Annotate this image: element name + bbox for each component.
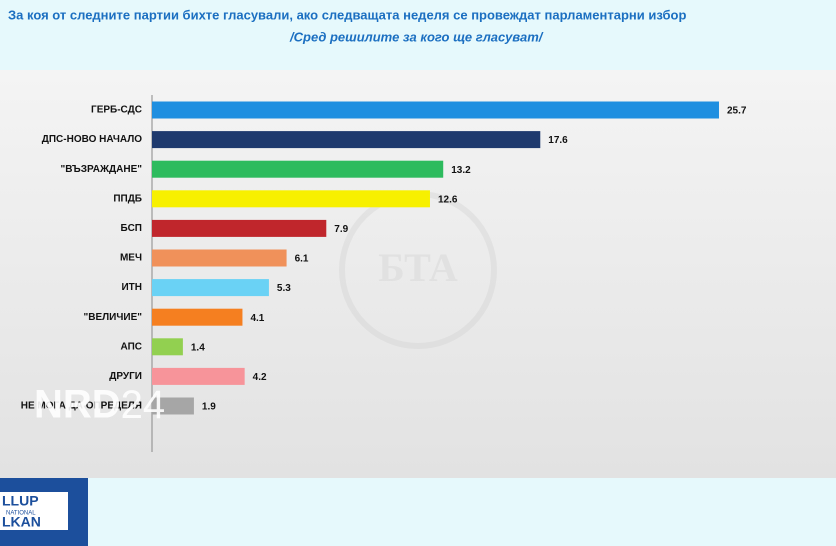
logo-box — [0, 492, 68, 530]
bar — [152, 131, 541, 149]
footer-band — [0, 478, 836, 546]
bar — [152, 160, 444, 178]
category-label: ППДБ — [113, 193, 142, 204]
bar — [152, 279, 269, 297]
bar — [152, 367, 245, 385]
value-label: 17.6 — [548, 135, 568, 146]
bar — [152, 338, 183, 356]
value-label: 5.3 — [277, 283, 291, 294]
value-label: 4.1 — [250, 313, 264, 324]
category-label: НЕ МОГА ДА ОПРЕДЕЛЯ — [21, 401, 142, 412]
logo-text: LKAN — [2, 514, 41, 530]
value-label: 6.1 — [295, 254, 309, 265]
nrd24-watermark: NRD24 — [34, 383, 165, 427]
bar — [152, 249, 287, 267]
category-label: ДРУГИ — [109, 371, 142, 382]
category-label: БСП — [121, 223, 142, 234]
value-label: 1.4 — [191, 342, 205, 353]
logo-text: LLUP — [2, 493, 39, 509]
category-label: ИТН — [121, 282, 142, 293]
svg-text:БТА: БТА — [378, 245, 458, 290]
value-label: 7.9 — [334, 224, 348, 235]
header-band — [0, 0, 836, 70]
bar — [152, 101, 719, 119]
chart-subtitle: /Сред решилите за кого ще гласуват/ — [289, 29, 544, 44]
bar — [152, 397, 194, 415]
value-label: 1.9 — [202, 402, 216, 413]
category-label: МЕЧ — [120, 253, 142, 264]
bar — [152, 219, 327, 237]
category-label: "ВЪЗРАЖДАНЕ" — [61, 164, 143, 175]
chart-title: За коя от следните партии бихте гласувал… — [8, 7, 686, 22]
logo-text: NATIONAL — [6, 511, 36, 517]
value-label: 4.2 — [253, 372, 267, 383]
category-label: ДПС-НОВО НАЧАЛО — [42, 134, 142, 145]
value-label: 12.6 — [438, 194, 458, 205]
value-label: 25.7 — [727, 106, 747, 117]
category-label: ГЕРБ-СДС — [91, 105, 142, 116]
category-label: "ВЕЛИЧИЕ" — [84, 312, 143, 323]
value-label: 13.2 — [451, 165, 471, 176]
bar — [152, 190, 430, 208]
bar — [152, 308, 243, 326]
category-label: АПС — [121, 341, 143, 352]
